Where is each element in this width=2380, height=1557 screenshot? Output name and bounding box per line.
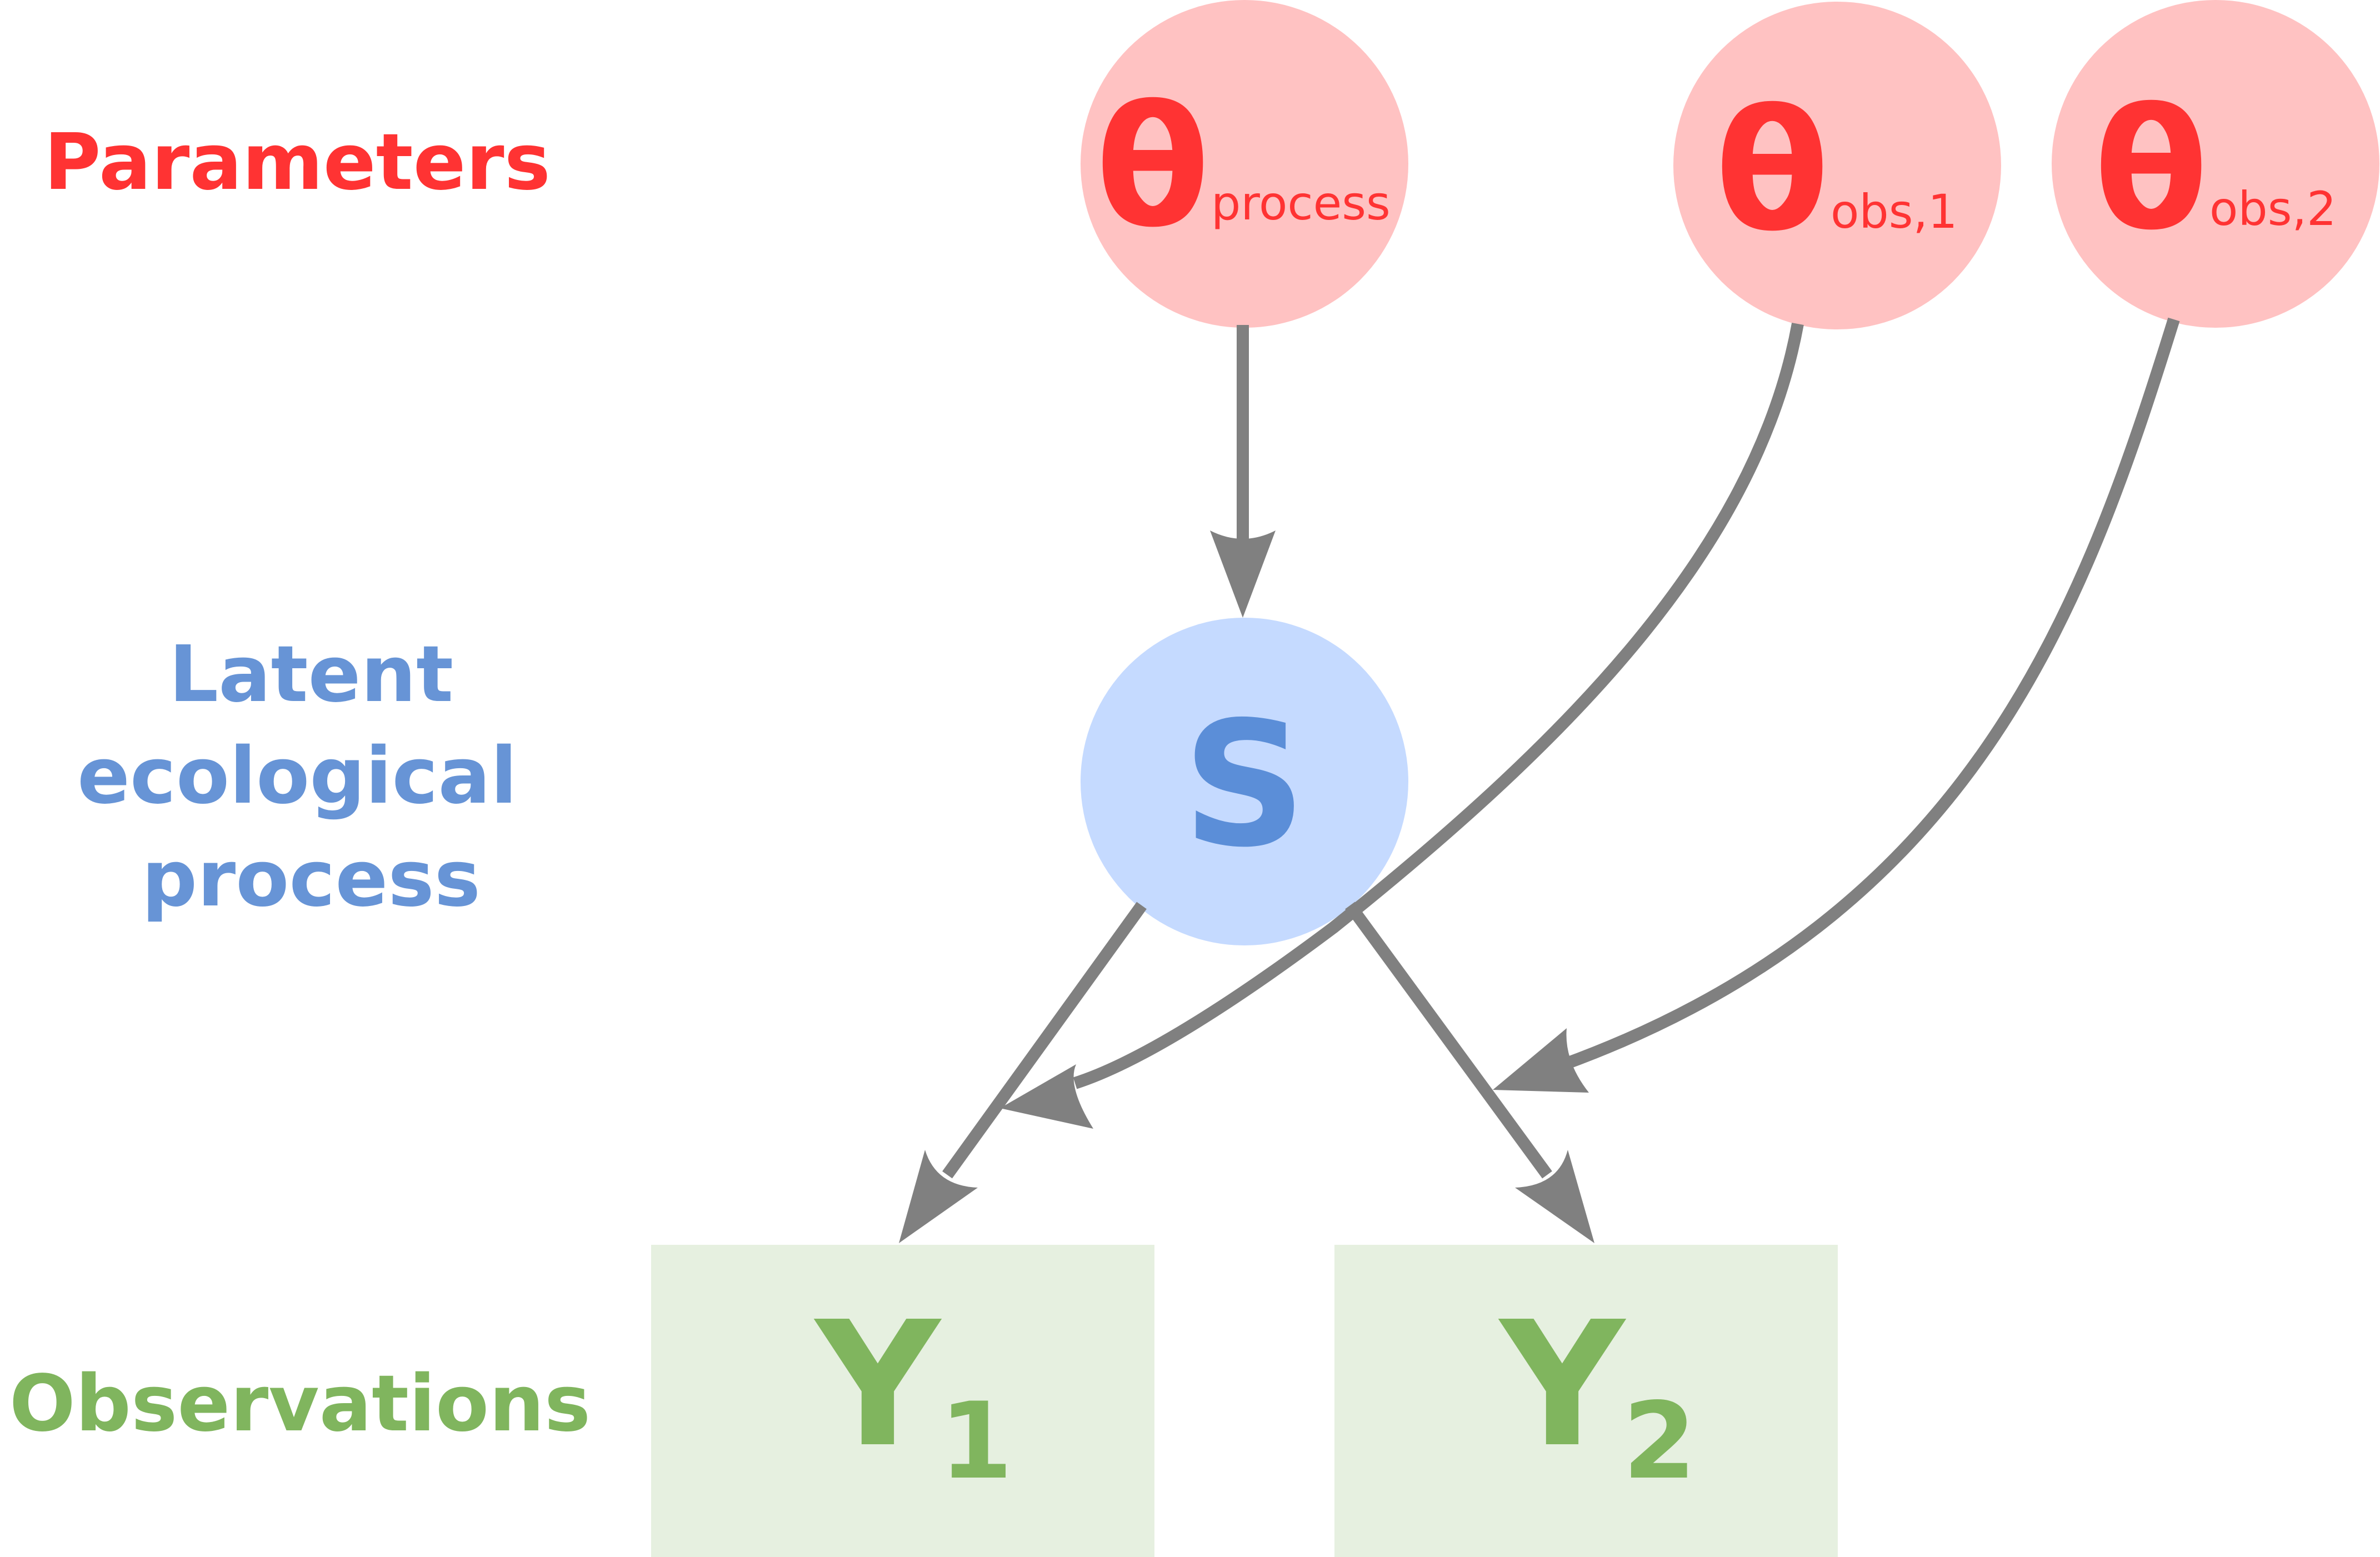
node-theta-obs1: θ obs,1 <box>1673 2 2001 329</box>
theta-obs2-subscript: obs,2 <box>2209 182 2337 236</box>
node-theta-process: θ process <box>1081 0 1408 328</box>
node-latent-state: S <box>1081 618 1408 945</box>
row-label-latent-line1: Latent <box>169 629 453 720</box>
edge-theta-obs2-to-y2 <box>1493 317 2180 1093</box>
latent-state-circle <box>1081 618 1408 945</box>
edge-theta-obs2-to-y2-line <box>1559 317 2180 1072</box>
latent-state-symbol: S <box>1182 685 1306 885</box>
edge-s-to-y2-line <box>1345 902 1552 1179</box>
edge-theta-obs1-to-y1 <box>1000 323 1804 1129</box>
edge-theta-process-to-s-arrowhead <box>1210 530 1276 618</box>
edge-s-to-y2-arrowhead <box>1515 1150 1594 1243</box>
y2-box <box>1334 1245 1838 1557</box>
theta-obs1-circle <box>1673 2 2001 329</box>
edge-s-to-y1-line <box>942 902 1147 1179</box>
row-label-latent-line3: process <box>142 834 481 924</box>
edge-s-to-y1 <box>899 902 1147 1243</box>
node-theta-obs2: θ obs,2 <box>2052 0 2379 328</box>
y2-symbol: Y <box>1497 1285 1627 1485</box>
row-label-latent: Latent ecological process <box>77 629 517 924</box>
row-label-latent-line2: ecological <box>77 731 517 822</box>
node-y2: Y 2 <box>1334 1245 1838 1557</box>
y1-box <box>651 1245 1154 1557</box>
theta-obs1-symbol: θ <box>1715 74 1829 268</box>
theta-process-symbol: θ <box>1096 71 1210 264</box>
edge-s-to-y2 <box>1345 902 1594 1243</box>
edge-theta-obs1-to-y1-line <box>1073 323 1804 1089</box>
theta-process-subscript: process <box>1211 176 1391 231</box>
y2-subscript: 2 <box>1623 1380 1696 1503</box>
row-label-observations: Observations <box>9 1359 591 1449</box>
edge-theta-obs2-to-y2-arrowhead <box>1493 1028 1589 1093</box>
edge-theta-obs1-to-y1-arrowhead <box>1000 1064 1093 1129</box>
theta-obs2-circle <box>2052 0 2379 328</box>
theta-process-circle <box>1081 0 1408 328</box>
y1-symbol: Y <box>813 1285 942 1485</box>
edge-theta-process-to-s <box>1210 325 1276 618</box>
edge-s-to-y1-arrowhead <box>899 1150 978 1243</box>
theta-obs1-subscript: obs,1 <box>1831 184 1958 239</box>
node-y1: Y 1 <box>651 1245 1154 1557</box>
y1-subscript: 1 <box>939 1380 1013 1503</box>
theta-obs2-symbol: θ <box>2094 73 2208 267</box>
row-label-parameters: Parameters <box>44 117 551 208</box>
